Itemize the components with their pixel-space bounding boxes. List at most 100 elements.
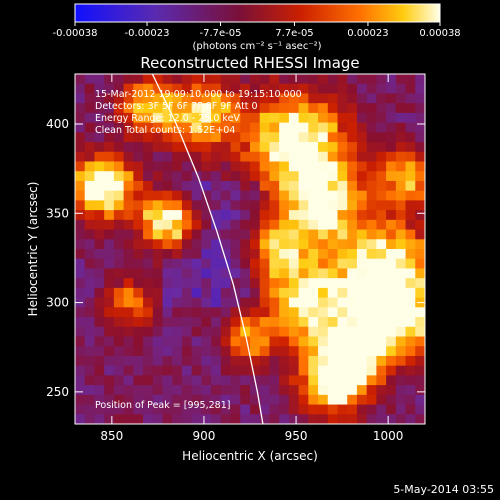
heatmap-cell: [240, 355, 251, 367]
heatmap-cell: [386, 200, 397, 211]
heatmap-cell: [386, 83, 397, 95]
heatmap-cell: [162, 297, 173, 308]
heatmap-cell: [152, 229, 164, 240]
heatmap-cell: [201, 287, 212, 299]
heatmap-cell: [143, 200, 154, 211]
heatmap-cell: [240, 190, 251, 201]
heatmap-cell: [405, 268, 416, 279]
heatmap-cell: [230, 249, 241, 260]
heatmap-cell: [279, 317, 290, 328]
heatmap-cell: [405, 385, 416, 396]
heatmap-cell: [279, 394, 290, 406]
heatmap-cell: [84, 394, 96, 406]
heatmap-cell: [181, 219, 193, 231]
heatmap-cell: [269, 365, 280, 376]
heatmap-cell: [84, 103, 96, 114]
heatmap-cell: [288, 93, 300, 104]
heatmap-cell: [230, 142, 241, 153]
heatmap-cell: [356, 142, 368, 153]
y-axis-ticks: 250 300 350 400: [46, 117, 425, 399]
heatmap-cell: [75, 239, 86, 250]
x-tick-label: 900: [192, 429, 215, 443]
heatmap-cell: [162, 142, 173, 153]
heatmap-cell: [104, 93, 115, 104]
heatmap-cell: [356, 375, 368, 386]
heatmap-cell: [162, 287, 173, 299]
heatmap-cell: [230, 151, 241, 163]
heatmap-cell: [298, 132, 309, 143]
heatmap-cell: [269, 171, 280, 182]
heatmap-cell: [201, 122, 212, 133]
heatmap-cell: [104, 219, 115, 231]
heatmap-cell: [75, 317, 86, 328]
heatmap-cell: [337, 258, 348, 270]
heatmap-cell: [376, 297, 387, 308]
heatmap-cell: [347, 355, 358, 367]
heatmap-cell: [386, 122, 397, 133]
heatmap-cell: [123, 375, 134, 386]
heatmap-cell: [191, 365, 202, 376]
heatmap-cell: [356, 278, 368, 289]
heatmap-cell: [113, 151, 125, 163]
heatmap-cell: [191, 394, 202, 406]
heatmap-cell: [327, 375, 339, 386]
heatmap-cell: [269, 287, 280, 299]
heatmap-cell: [191, 385, 202, 396]
heatmap-cell: [415, 414, 425, 424]
heatmap-cell: [318, 414, 329, 424]
heatmap-cell: [104, 200, 115, 211]
heatmap-cell: [308, 385, 319, 396]
heatmap-cell: [337, 365, 348, 376]
heatmap-cell: [279, 200, 290, 211]
heatmap-cell: [113, 326, 125, 338]
heatmap-cell: [123, 200, 134, 211]
heatmap-cell: [298, 229, 309, 240]
heatmap-cell: [279, 365, 290, 376]
heatmap-cell: [327, 239, 339, 250]
heatmap-cell: [94, 103, 105, 114]
heatmap-cell: [337, 93, 348, 104]
heatmap-cell: [94, 297, 105, 308]
heatmap-cell: [250, 297, 261, 308]
heatmap-cell: [308, 200, 319, 211]
heatmap-cell: [259, 268, 271, 279]
heatmap-cell: [259, 375, 271, 386]
heatmap-cell: [337, 180, 348, 192]
heatmap-cell: [104, 336, 115, 347]
heatmap-cell: [386, 307, 397, 318]
heatmap-cell: [152, 258, 164, 270]
heatmap-cell: [376, 249, 387, 260]
heatmap-cell: [298, 385, 309, 396]
heatmap-cell: [386, 161, 397, 172]
heatmap-cell: [211, 83, 222, 95]
colorbar: [74, 3, 441, 23]
heatmap-cell: [211, 414, 222, 424]
heatmap-cell: [181, 122, 193, 133]
heatmap-cell: [201, 180, 212, 192]
heatmap-cell: [230, 278, 241, 289]
heatmap-cell: [318, 171, 329, 182]
heatmap-cell: [211, 326, 222, 338]
heatmap-cell: [84, 317, 96, 328]
heatmap-cell: [152, 219, 164, 231]
heatmap-cell: [172, 161, 183, 172]
heatmap-cell: [259, 93, 271, 104]
heatmap-cell: [113, 74, 125, 85]
heatmap-cell: [308, 151, 319, 163]
heatmap-cell: [415, 190, 425, 201]
heatmap-cell: [366, 307, 377, 318]
heatmap-cell: [250, 83, 261, 95]
heatmap-cell: [240, 180, 251, 192]
heatmap-cell: [395, 180, 407, 192]
heatmap-cell: [84, 93, 96, 104]
heatmap-cell: [113, 355, 125, 367]
heatmap-cell: [327, 142, 339, 153]
heatmap-cell: [143, 239, 154, 250]
heatmap-cell: [201, 219, 212, 231]
heatmap-cell: [113, 210, 125, 221]
heatmap-cell: [376, 326, 387, 338]
heatmap-cell: [337, 122, 348, 133]
heatmap-cell: [113, 346, 125, 357]
heatmap-cell: [211, 239, 222, 250]
heatmap-cell: [298, 161, 309, 172]
